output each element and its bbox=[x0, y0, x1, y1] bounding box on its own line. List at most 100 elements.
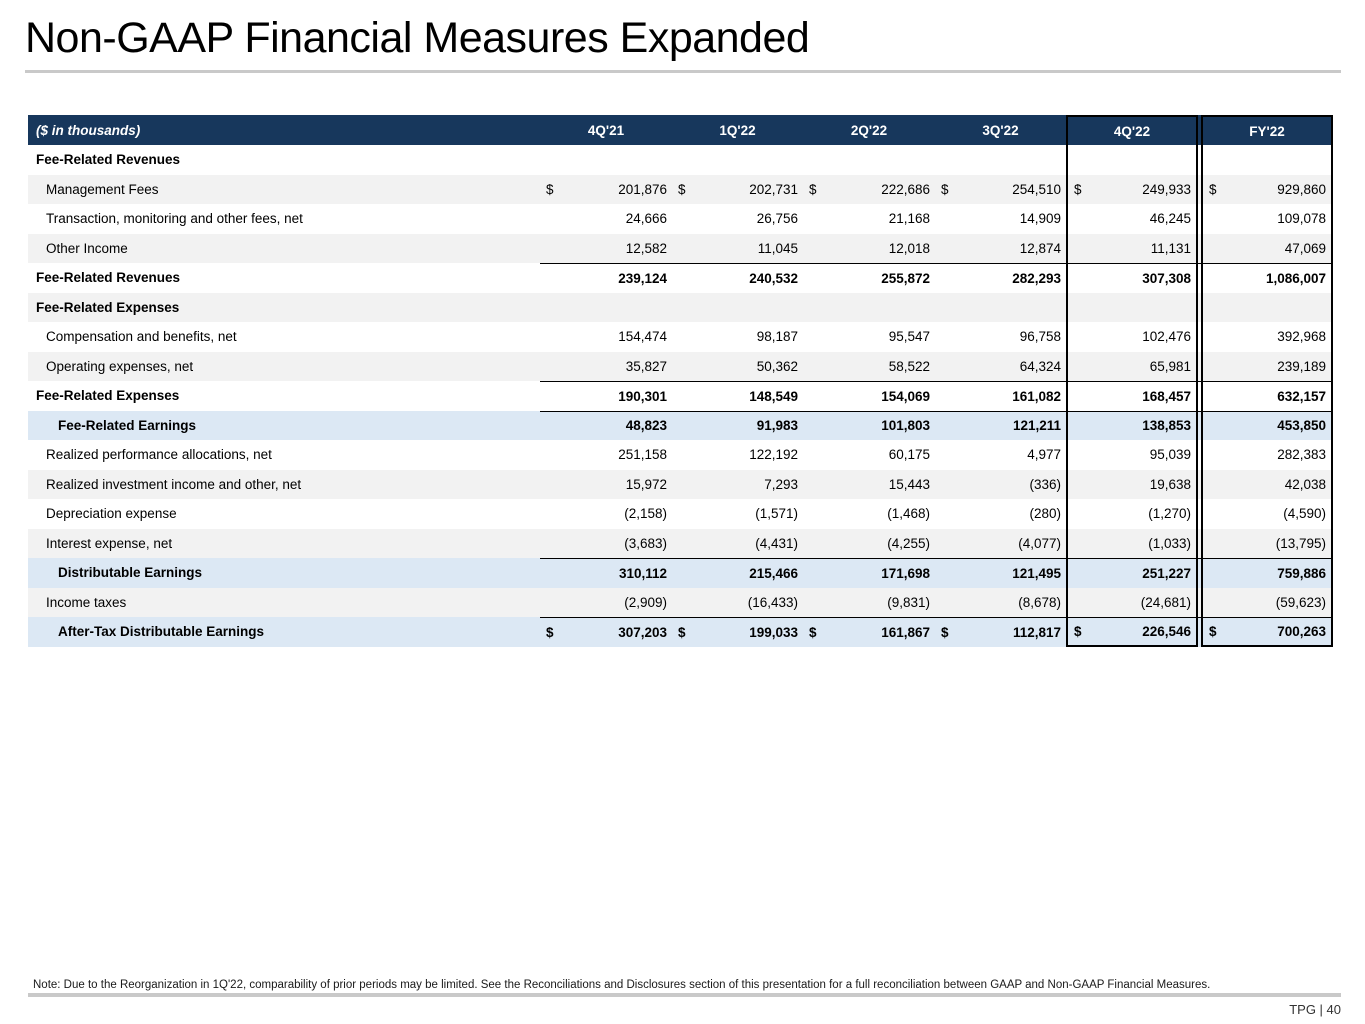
cell-value: 60,175 bbox=[803, 440, 935, 470]
row-label: Compensation and benefits, net bbox=[28, 322, 540, 352]
column-gap bbox=[1198, 233, 1201, 263]
cell-value: 91,983 bbox=[672, 410, 803, 440]
cell-value: 154,474 bbox=[540, 322, 672, 352]
cell-value: (2,158) bbox=[540, 499, 672, 529]
unit-label: ($ in thousands) bbox=[28, 115, 540, 145]
title-divider bbox=[25, 70, 1341, 73]
cell-value bbox=[540, 145, 672, 175]
table-row: Operating expenses, net 35,827 50,362 58,52… bbox=[28, 351, 1333, 381]
dollar-sign: $ bbox=[941, 181, 949, 197]
cell-value: 121,211 bbox=[935, 410, 1066, 440]
dollar-sign: $ bbox=[1209, 623, 1217, 639]
row-label: Fee-Related Revenues bbox=[28, 263, 540, 293]
table-row: Fee-Related Earnings 48,823 91,983 101,803 1… bbox=[28, 410, 1333, 440]
table-row: Compensation and benefits, net 154,474 98,… bbox=[28, 322, 1333, 352]
cell-value: $226,546 bbox=[1066, 617, 1198, 647]
table-row: Other Income 12,582 11,045 12,018 12,874 11,1… bbox=[28, 233, 1333, 263]
cell-value: $202,731 bbox=[672, 174, 803, 204]
row-label: Operating expenses, net bbox=[28, 351, 540, 381]
cell-value: $929,860 bbox=[1201, 174, 1333, 204]
column-gap bbox=[1198, 351, 1201, 381]
cell-value: (280) bbox=[935, 499, 1066, 529]
cell-value: 240,532 bbox=[672, 263, 803, 293]
table-row: Realized investment income and other, ne… bbox=[28, 469, 1333, 499]
cell-value: 50,362 bbox=[672, 351, 803, 381]
footer-note: Note: Due to the Reorganization in 1Q'22… bbox=[33, 979, 1211, 991]
cell-value: (4,255) bbox=[803, 528, 935, 558]
cell-value: (16,433) bbox=[672, 587, 803, 617]
cell-value: 65,981 bbox=[1066, 351, 1198, 381]
cell-value: $161,867 bbox=[803, 617, 935, 647]
column-header-fy22: FY'22 bbox=[1201, 115, 1333, 145]
row-label: Distributable Earnings bbox=[28, 558, 540, 588]
cell-value: 4,977 bbox=[935, 440, 1066, 470]
row-label: Fee-Related Earnings bbox=[28, 410, 540, 440]
row-label: Realized performance allocations, net bbox=[28, 440, 540, 470]
column-gap bbox=[1198, 558, 1201, 588]
column-gap bbox=[1198, 263, 1201, 293]
cell-value: 759,886 bbox=[1201, 558, 1333, 588]
cell-value bbox=[672, 292, 803, 322]
table-row: Income taxes (2,909) (16,433) (9,831) (8,678… bbox=[28, 587, 1333, 617]
cell-value: 121,495 bbox=[935, 558, 1066, 588]
table-row: Interest expense, net (3,683) (4,431) (4,25… bbox=[28, 528, 1333, 558]
page-number: TPG | 40 bbox=[1289, 1002, 1341, 1017]
row-label: Realized investment income and other, ne… bbox=[28, 469, 540, 499]
cell-value bbox=[935, 145, 1066, 175]
header-gap bbox=[1198, 115, 1201, 145]
cell-value: (24,681) bbox=[1066, 587, 1198, 617]
cell-value: 190,301 bbox=[540, 381, 672, 411]
cell-value: 239,124 bbox=[540, 263, 672, 293]
cell-value bbox=[803, 145, 935, 175]
cell-value: 171,698 bbox=[803, 558, 935, 588]
cell-value: (8,678) bbox=[935, 587, 1066, 617]
cell-value bbox=[935, 292, 1066, 322]
column-gap bbox=[1198, 499, 1201, 529]
cell-value: $307,203 bbox=[540, 617, 672, 647]
cell-value: (4,431) bbox=[672, 528, 803, 558]
cell-value: 35,827 bbox=[540, 351, 672, 381]
table-row: After-Tax Distributable Earnings $307,203… bbox=[28, 617, 1333, 647]
cell-value: 109,078 bbox=[1201, 204, 1333, 234]
cell-value: 95,547 bbox=[803, 322, 935, 352]
table-row: Distributable Earnings 310,112 215,466 171,… bbox=[28, 558, 1333, 588]
cell-value: 7,293 bbox=[672, 469, 803, 499]
cell-value: 11,045 bbox=[672, 233, 803, 263]
cell-value: $201,876 bbox=[540, 174, 672, 204]
cell-value: 251,158 bbox=[540, 440, 672, 470]
table-row: Fee-Related Expenses bbox=[28, 292, 1333, 322]
cell-value: 46,245 bbox=[1066, 204, 1198, 234]
cell-value: 632,157 bbox=[1201, 381, 1333, 411]
cell-value: (336) bbox=[935, 469, 1066, 499]
column-gap bbox=[1198, 469, 1201, 499]
cell-value: 14,909 bbox=[935, 204, 1066, 234]
cell-value bbox=[1066, 145, 1198, 175]
column-gap bbox=[1198, 292, 1201, 322]
table-row: Transaction, monitoring and other fees, … bbox=[28, 204, 1333, 234]
cell-value: 19,638 bbox=[1066, 469, 1198, 499]
column-gap bbox=[1198, 174, 1201, 204]
table-row: Depreciation expense (2,158) (1,571) (1,468… bbox=[28, 499, 1333, 529]
cell-value: (13,795) bbox=[1201, 528, 1333, 558]
cell-value: $254,510 bbox=[935, 174, 1066, 204]
cell-value: (4,590) bbox=[1201, 499, 1333, 529]
cell-value: 101,803 bbox=[803, 410, 935, 440]
dollar-sign: $ bbox=[678, 624, 686, 640]
cell-value: 15,972 bbox=[540, 469, 672, 499]
cell-value: 138,853 bbox=[1066, 410, 1198, 440]
cell-value: $700,263 bbox=[1201, 617, 1333, 647]
cell-value: 26,756 bbox=[672, 204, 803, 234]
cell-value: 12,874 bbox=[935, 233, 1066, 263]
column-gap bbox=[1198, 587, 1201, 617]
cell-value: (59,623) bbox=[1201, 587, 1333, 617]
row-label: After-Tax Distributable Earnings bbox=[28, 617, 540, 647]
column-gap bbox=[1198, 440, 1201, 470]
cell-value: 12,582 bbox=[540, 233, 672, 263]
cell-value: 251,227 bbox=[1066, 558, 1198, 588]
row-label: Depreciation expense bbox=[28, 499, 540, 529]
column-header-4q21: 4Q'21 bbox=[540, 115, 672, 145]
cell-value: 392,968 bbox=[1201, 322, 1333, 352]
column-header-2q22: 2Q'22 bbox=[803, 115, 935, 145]
column-gap bbox=[1198, 381, 1201, 411]
dollar-sign: $ bbox=[809, 624, 817, 640]
